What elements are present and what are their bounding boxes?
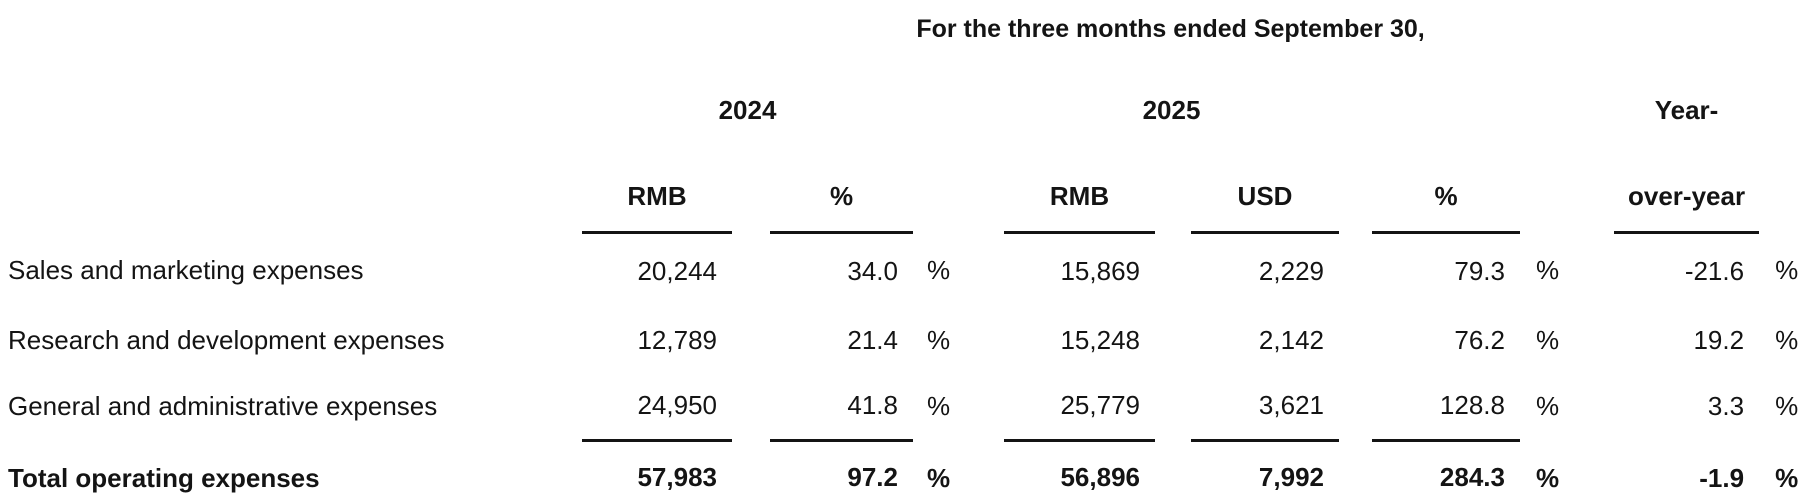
cell-rmb-2024: 12,789 bbox=[637, 324, 717, 355]
percent-sign: % bbox=[927, 390, 951, 421]
cell-rmb-2025: 15,869 bbox=[1060, 255, 1140, 286]
cell-yoy: 3.3 bbox=[1707, 390, 1745, 421]
percent-sign: % bbox=[1536, 324, 1560, 355]
cell-pct-2024: 21.4 bbox=[847, 324, 898, 355]
yoy-header-line2: over-year bbox=[1614, 133, 1760, 234]
row-label: Sales and marketing expenses bbox=[8, 254, 364, 285]
col-header-usd-2025: USD bbox=[1191, 133, 1339, 234]
page-title: For the three months ended September 30, bbox=[916, 15, 1425, 44]
cell-rmb-2025: 25,779 bbox=[1004, 372, 1155, 442]
percent-sign: % bbox=[927, 254, 951, 285]
col-header-pct-2025: % bbox=[1372, 133, 1520, 234]
col-header-rmb-2024: RMB bbox=[582, 133, 732, 234]
total-yoy: -1.9 bbox=[1699, 462, 1745, 493]
col-header-pct-2024: % bbox=[770, 133, 913, 234]
table-row: Research and development expenses 12,789… bbox=[0, 308, 1799, 372]
cell-usd-2025: 2,229 bbox=[1258, 255, 1324, 286]
percent-sign: % bbox=[1536, 254, 1560, 285]
cell-pct-2025: 76.2 bbox=[1454, 324, 1505, 355]
cell-usd-2025: 3,621 bbox=[1191, 372, 1339, 442]
percent-sign: % bbox=[1775, 254, 1799, 285]
cell-yoy: -21.6 bbox=[1684, 255, 1745, 286]
cell-rmb-2024: 24,950 bbox=[582, 372, 732, 442]
row-label: Research and development expenses bbox=[8, 324, 445, 355]
percent-sign: % bbox=[927, 324, 951, 355]
yoy-header-line1: Year- bbox=[1654, 95, 1719, 126]
percent-sign: % bbox=[1536, 390, 1560, 421]
total-rmb-2024: 57,983 bbox=[582, 440, 732, 502]
cell-usd-2025: 2,142 bbox=[1258, 324, 1324, 355]
cell-yoy: 19.2 bbox=[1693, 324, 1745, 355]
col-header-rmb-2025: RMB bbox=[1004, 133, 1155, 234]
cell-rmb-2024: 20,244 bbox=[637, 255, 717, 286]
year-header-2024: 2024 bbox=[718, 95, 777, 126]
table-row: General and administrative expenses 24,9… bbox=[0, 372, 1799, 442]
percent-sign: % bbox=[1775, 390, 1799, 421]
cell-pct-2025: 128.8 bbox=[1372, 372, 1520, 442]
total-pct-2024: 97.2 bbox=[770, 440, 913, 502]
table-row: Sales and marketing expenses 20,244 34.0… bbox=[0, 233, 1799, 309]
total-rmb-2025: 56,896 bbox=[1004, 440, 1155, 502]
cell-rmb-2025: 15,248 bbox=[1060, 324, 1140, 355]
year-header-2025: 2025 bbox=[1142, 95, 1201, 126]
cell-pct-2025: 79.3 bbox=[1454, 255, 1505, 286]
percent-sign: % bbox=[1775, 462, 1799, 493]
total-label: Total operating expenses bbox=[8, 462, 320, 493]
cell-pct-2024: 34.0 bbox=[847, 255, 898, 286]
cell-pct-2024: 41.8 bbox=[770, 372, 913, 442]
percent-sign: % bbox=[1775, 324, 1799, 355]
row-label: General and administrative expenses bbox=[8, 390, 438, 421]
total-pct-2025: 284.3 bbox=[1372, 440, 1520, 502]
total-usd-2025: 7,992 bbox=[1191, 440, 1339, 502]
percent-sign: % bbox=[1536, 462, 1560, 493]
total-row: Total operating expenses 57,983 97.2 % 5… bbox=[0, 440, 1799, 502]
percent-sign: % bbox=[927, 462, 951, 493]
